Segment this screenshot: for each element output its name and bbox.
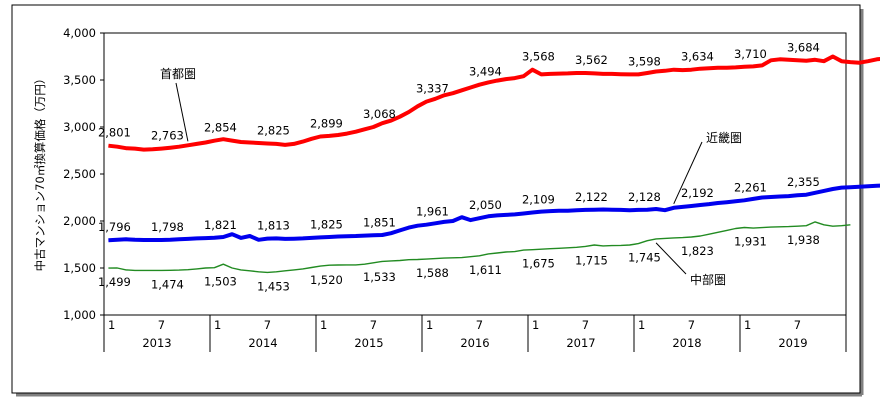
data-label: 1,520 [310,273,343,287]
year-label: 2017 [566,336,595,350]
year-label: 2016 [460,336,489,350]
data-label: 1,938 [787,233,820,247]
plot-area: 1,000 1,500 2,000 2,500 3,000 3,500 4,000 1 7 20… [63,26,880,352]
data-label: 1,715 [575,253,608,267]
y-tick-label: 3,000 [63,120,96,134]
data-label: 2,854 [204,121,237,135]
series-name-label: 近畿圏 [706,131,742,145]
month-tick-label: 7 [476,318,483,332]
series-lines [108,54,880,274]
data-label: 3,337 [416,82,449,96]
outer-border [11,4,861,394]
data-label: 2,128 [628,190,661,204]
data-label: 1,813 [257,219,290,233]
data-label: 3,568 [522,50,555,64]
y-tick-label: 2,000 [63,214,96,228]
month-tick-label: 7 [794,318,801,332]
data-label: 1,931 [734,234,767,248]
data-label: 1,851 [363,215,396,229]
data-labels: 2,801 2,763 2,854 2,825 2,899 3,068 3,337 3,494… [98,40,820,293]
data-label: 2,122 [575,190,608,204]
data-label: 2,109 [522,193,555,207]
data-label: 1,821 [204,218,237,232]
y-axis: 1,000 1,500 2,000 2,500 3,000 3,500 4,000 [63,26,104,322]
y-tick-label: 3,500 [63,73,96,87]
callout-leader [175,82,189,142]
month-tick-label: 1 [426,318,433,332]
y-tick-label: 1,500 [63,261,96,275]
year-label: 2018 [672,336,701,350]
data-label: 3,710 [734,47,767,61]
month-tick-label: 1 [108,318,115,332]
year-label: 2015 [354,336,383,350]
month-tick-label: 1 [320,318,327,332]
month-tick-label: 7 [688,318,695,332]
series-line [108,54,880,152]
y-tick-label: 4,000 [63,26,96,40]
data-label: 1,453 [257,279,290,293]
month-tick-label: 1 [638,318,645,332]
year-label: 2014 [248,336,277,350]
series-line [108,183,880,243]
data-label: 1,675 [522,257,555,271]
data-label: 1,796 [98,220,131,234]
data-label: 3,562 [575,53,608,67]
data-label: 1,825 [310,217,343,231]
data-label: 1,745 [628,251,661,265]
year-label: 2013 [142,336,171,350]
data-label: 2,763 [151,129,184,143]
series-name-label: 中部圏 [690,272,726,287]
month-tick-label: 7 [582,318,589,332]
data-label: 1,533 [363,270,396,284]
data-label: 1,823 [681,244,714,258]
data-label: 2,050 [469,198,502,212]
data-label: 2,825 [257,123,290,137]
month-tick-label: 7 [264,318,271,332]
y-tick-label: 2,500 [63,167,96,181]
data-label: 1,474 [151,277,184,291]
data-label: 2,801 [98,126,131,140]
callout-leader [655,242,687,275]
month-tick-label: 7 [370,318,377,332]
data-label: 1,499 [98,275,131,289]
data-label: 1,961 [416,205,449,219]
data-label: 1,588 [416,266,449,280]
data-label: 3,494 [469,65,502,79]
callout-leader [673,141,703,205]
month-tick-label: 1 [532,318,539,332]
data-label: 2,899 [310,116,343,130]
data-label: 1,611 [469,263,502,277]
data-label: 1,798 [151,220,184,234]
data-label: 3,634 [681,50,714,64]
data-label: 3,068 [363,107,396,121]
data-label: 1,503 [204,275,237,289]
data-label: 3,684 [787,40,820,54]
y-axis-label: 中古マンション70㎡換算価格（万円） [33,73,47,272]
y-tick-label: 1,000 [63,308,96,322]
x-axis: 1 7 2013 1 7 2014 1 7 2015 1 7 2016 1 7 2017 1 7 2018 1 7 20… [103,315,847,352]
month-tick-label: 1 [744,318,751,332]
data-label: 2,261 [734,180,767,194]
data-label: 2,355 [787,175,820,189]
series-line [108,221,851,274]
series-name-label: 首都圏 [160,67,196,81]
year-label: 2019 [778,336,807,350]
data-label: 2,192 [681,186,714,200]
data-label: 3,598 [628,54,661,68]
month-tick-label: 1 [214,318,221,332]
month-tick-label: 7 [158,318,165,332]
